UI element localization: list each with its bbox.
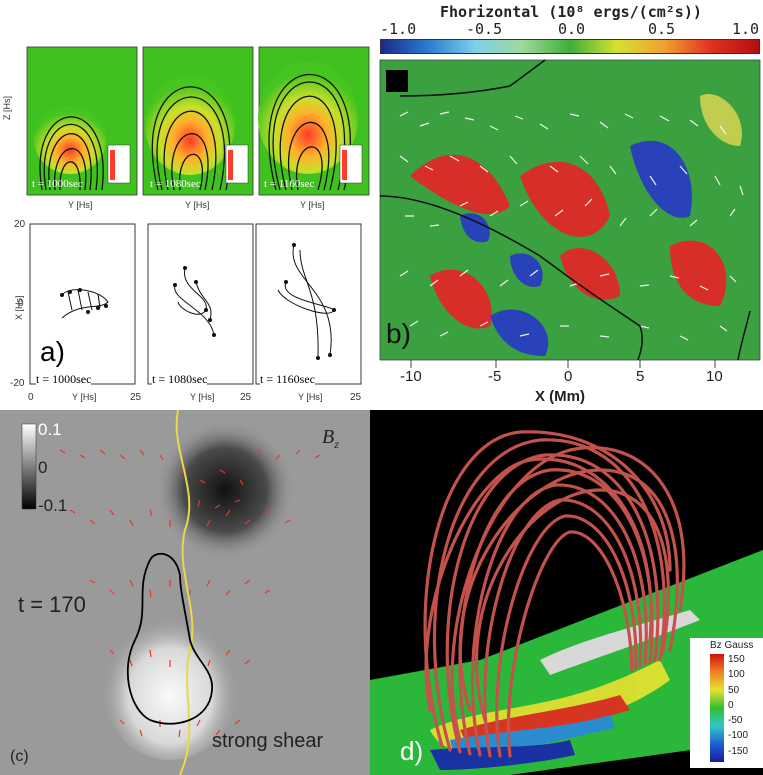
panel-b-label: b) (386, 318, 411, 349)
b-xtick-5: 10 (706, 368, 723, 385)
b-xtick-3: 0 (564, 368, 573, 385)
cb-c-tick-mid: 0 (38, 458, 48, 477)
cb-d-tick-4: 0 (728, 699, 734, 711)
cb-d-tick-1: 150 (728, 654, 745, 665)
cb-b-tick-3: 0.0 (558, 20, 586, 38)
snapshot-1080 (142, 46, 254, 196)
b-xtick-2: -5 (488, 368, 502, 385)
panel-c: 0.1 0 -0.1 Bz t = 170 strong shear (c) (0, 410, 370, 775)
top-time-2: t = 1080sec (150, 178, 201, 190)
cb-d-tick-2: 100 (728, 669, 745, 681)
field-sub: z (334, 437, 339, 451)
panel-a-top-snapshots (26, 46, 370, 196)
panel-a-label: a) (40, 336, 65, 367)
cb-b-tick-5: 1.0 (732, 20, 760, 38)
bottom-xlabel-1: Y [Hs] (72, 392, 97, 402)
b-xtick-1: -10 (400, 368, 422, 385)
cb-d-tick-5: -50 (728, 715, 743, 727)
top-time-1: t = 1000sec (32, 178, 83, 190)
colorbar-b-ticks: -1.0 -0.5 0.0 0.5 1.0 (380, 20, 759, 38)
bottom-xlabel-2: Y [Hs] (190, 392, 215, 402)
colorbar-d-title: Bz Gauss (710, 640, 754, 651)
panel-b-xlabel: X (Mm) (535, 388, 585, 405)
panel-d: Bz Gauss 150 100 50 0 -50 -100 -150 d) (370, 410, 763, 775)
panel-d-plot (370, 430, 763, 775)
panel-b-xticks: -10 -5 0 5 10 (370, 368, 763, 386)
top-xlabel-2: Y [Hs] (185, 200, 210, 210)
cb-d-tick-6: -100 (728, 730, 749, 742)
snapshot-1000 (26, 46, 138, 196)
bottom-xlabel-3: Y [Hs] (298, 392, 323, 402)
bottom-xtick-25c: 25 (350, 392, 362, 403)
cb-b-tick-1: -1.0 (380, 20, 417, 38)
bottom-ytick-mid: 0 (18, 298, 24, 309)
cb-d-tick-7: -150 (728, 745, 749, 757)
cb-d-tick-3: 50 (728, 684, 740, 696)
panel-c-time: t = 170 (18, 592, 86, 617)
panel-d-label: d) (400, 736, 424, 766)
panel-a: Z [Hs] Y [Hs] Y [Hs] Y [Hs] t = 1000sec … (0, 0, 370, 410)
panel-b: Fhorizontal (10⁸ ergs/(cm²s)) -1.0 -0.5 … (370, 0, 763, 410)
bottom-ytick-top: 20 (14, 219, 26, 230)
cb-b-tick-2: -0.5 (466, 20, 503, 38)
snapshot-1160 (258, 46, 370, 196)
cb-c-tick-top: 0.1 (38, 420, 62, 439)
top-xlabel-3: Y [Hs] (300, 200, 325, 210)
bottom-ytick-bottom: -20 (10, 378, 25, 389)
top-ylabel: Z [Hs] (2, 96, 12, 120)
panel-c-annotation: strong shear (212, 730, 324, 752)
panel-c-label: (c) (10, 748, 29, 765)
colorbar-d-ticks: 150 100 50 0 -50 -100 -150 (728, 652, 748, 759)
top-xlabel-1: Y [Hs] (68, 200, 93, 210)
bottom-time-1: t = 1000sec (36, 372, 92, 387)
bottom-time-2: t = 1080sec (152, 372, 208, 387)
panel-c-field-label: Bz (322, 426, 339, 452)
panel-b-plot (379, 59, 761, 368)
bottom-ylabel: X [Hs] (14, 295, 24, 320)
b-xtick-4: 5 (636, 368, 645, 385)
cb-c-tick-bottom: -0.1 (38, 496, 68, 515)
top-time-3: t = 1160sec (264, 178, 315, 190)
panel-a-bottom-snapshots (29, 223, 362, 385)
colorbar-b-title: Fhorizontal (10⁸ ergs/(cm²s)) (440, 3, 702, 21)
bottom-time-3: t = 1160sec (260, 372, 315, 387)
cb-b-tick-4: 0.5 (648, 20, 676, 38)
panel-c-plot (21, 410, 321, 775)
field-letter: B (322, 426, 335, 448)
colorbar-d-scale (710, 654, 724, 762)
bottom-xtick-25b: 25 (240, 392, 252, 403)
bottom-xtick-25a: 25 (130, 392, 142, 403)
colorbar-d: Bz Gauss 150 100 50 0 -50 -100 -150 (706, 638, 763, 768)
bottom-xtick-0: 0 (28, 392, 34, 403)
colorbar-b (380, 39, 760, 54)
